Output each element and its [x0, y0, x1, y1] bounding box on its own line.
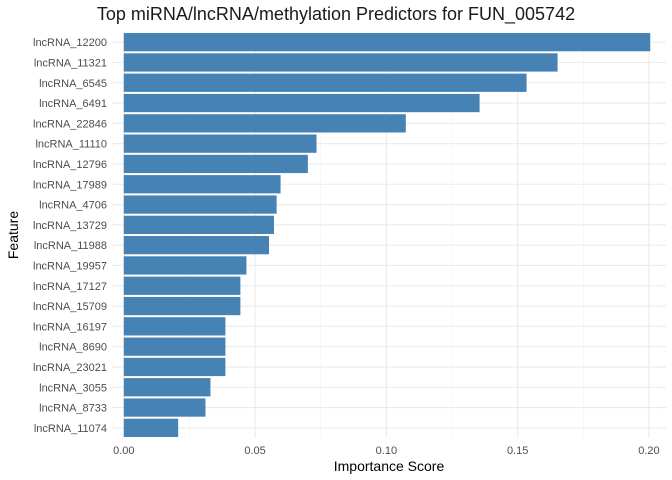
y-tick-label: lncRNA_11110 — [35, 139, 107, 151]
x-tick-label: 0.05 — [244, 445, 265, 457]
x-axis-label: Importance Score — [334, 458, 445, 474]
bar-layer — [123, 33, 651, 437]
bar — [123, 337, 226, 356]
bar — [123, 398, 206, 417]
y-tick-label: lncRNA_19957 — [33, 260, 107, 272]
bar — [123, 195, 277, 214]
y-tick-label: lncRNA_6545 — [39, 78, 107, 90]
x-tick-label: 0.00 — [113, 445, 134, 457]
bar — [123, 378, 211, 397]
bar — [123, 134, 317, 153]
bar — [123, 73, 527, 92]
y-tick-label: lncRNA_16197 — [33, 321, 107, 333]
y-tick-label: lncRNA_13729 — [33, 220, 107, 232]
y-tick-label: lncRNA_11988 — [34, 240, 107, 252]
y-tick-label: lncRNA_11074 — [34, 423, 107, 435]
bar — [123, 154, 308, 174]
y-tick-label: lncRNA_8690 — [39, 342, 107, 354]
y-tick-label: lncRNA_15709 — [33, 301, 107, 313]
bar — [123, 357, 226, 377]
y-tick-label: lncRNA_11321 — [34, 57, 107, 69]
y-tick-label: lncRNA_12200 — [33, 37, 107, 49]
y-tick-label: lncRNA_12796 — [33, 159, 107, 171]
y-tick-label: lncRNA_22846 — [33, 118, 107, 130]
bar — [123, 418, 179, 437]
y-axis-label: Feature — [5, 211, 21, 259]
x-tick-label: 0.20 — [638, 445, 659, 457]
grid-layer — [112, 32, 666, 438]
bar — [123, 317, 226, 336]
y-tick-labels: lncRNA_12200 lncRNA_11321 lncRNA_6545 lncRN… — [33, 37, 107, 435]
bar — [123, 276, 241, 295]
x-tick-label: 0.15 — [507, 445, 528, 457]
y-tick-label: lncRNA_17127 — [33, 281, 107, 293]
y-tick-label: lncRNA_6491 — [39, 98, 107, 110]
bar — [123, 215, 274, 234]
bar — [123, 296, 241, 316]
x-tick-label: 0.10 — [376, 445, 397, 457]
bar — [123, 175, 281, 194]
bar — [123, 256, 247, 275]
y-tick-label: lncRNA_23021 — [33, 362, 107, 374]
y-tick-label: lncRNA_3055 — [39, 382, 107, 394]
bar — [123, 114, 406, 133]
y-tick-label: lncRNA_17989 — [33, 179, 107, 191]
bar — [123, 93, 480, 113]
y-tick-label: lncRNA_4706 — [39, 200, 107, 212]
bar — [123, 53, 558, 72]
x-tick-labels: 0.00 0.05 0.10 0.15 0.20 — [113, 445, 660, 457]
bar — [123, 33, 651, 52]
bar — [123, 236, 270, 255]
y-tick-label: lncRNA_8733 — [39, 403, 107, 415]
chart-title: Top miRNA/lncRNA/methylation Predictors … — [96, 4, 576, 24]
